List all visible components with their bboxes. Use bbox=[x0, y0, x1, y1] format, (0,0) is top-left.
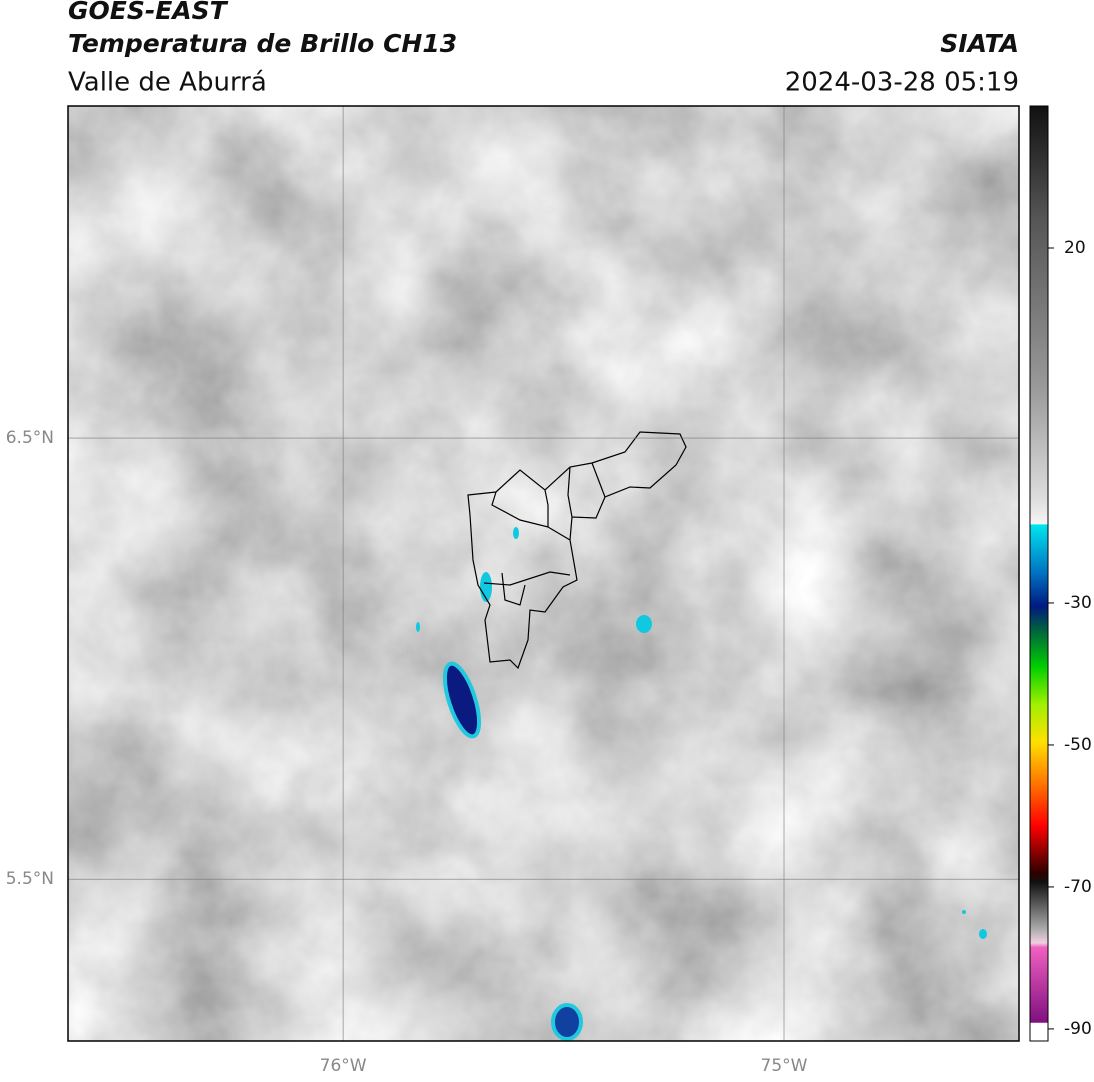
source: SIATA bbox=[940, 29, 1019, 58]
grid bbox=[68, 106, 1019, 1041]
cold-cloud bbox=[962, 910, 966, 914]
cold-cloud bbox=[513, 527, 519, 539]
colorbar-tick-label: -50 bbox=[1064, 735, 1092, 755]
colorbar-tick-label: -90 bbox=[1064, 1019, 1092, 1039]
x-tick-label: 76°W bbox=[320, 1056, 367, 1076]
colorbar-tick-label: 20 bbox=[1064, 238, 1086, 258]
colorbar-tick-label: -70 bbox=[1064, 877, 1092, 897]
y-tick-label: 6.5°N bbox=[6, 428, 54, 448]
region: Valle de Aburrá bbox=[68, 68, 267, 98]
y-tick-label: 5.5°N bbox=[6, 869, 54, 889]
cold-cloud bbox=[442, 661, 482, 739]
cold-cloud bbox=[480, 572, 492, 602]
x-tick-label: 75°W bbox=[761, 1056, 808, 1076]
colorbar-tick-label: -30 bbox=[1064, 593, 1092, 613]
datetime: 2024-03-28 05:19 bbox=[785, 68, 1019, 98]
map-image bbox=[68, 106, 1019, 1041]
cold-cloud bbox=[416, 622, 420, 632]
cold-cloud bbox=[636, 615, 652, 633]
map-frame bbox=[67, 105, 1020, 1042]
cold-cloud bbox=[551, 1003, 583, 1041]
title: GOES-EAST bbox=[68, 0, 229, 25]
subtitle: Temperatura de Brillo CH13 bbox=[68, 29, 457, 58]
colorbar bbox=[1029, 105, 1049, 1042]
municipality-boundaries bbox=[467, 431, 687, 670]
cold-cloud bbox=[979, 929, 987, 939]
